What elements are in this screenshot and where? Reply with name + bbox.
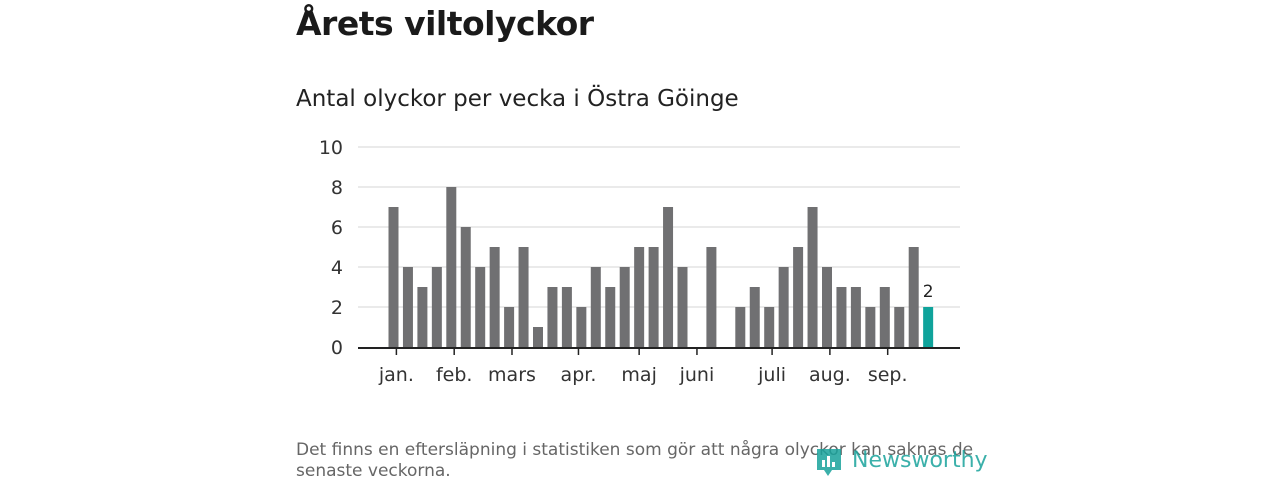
x-tick-label: maj [621, 364, 656, 386]
newsworthy-logo-icon [817, 449, 841, 476]
bar [778, 267, 789, 347]
x-tick-label: juli [757, 364, 786, 386]
y-tick-label: 10 [319, 137, 343, 159]
bar [836, 287, 847, 347]
bar [518, 247, 529, 347]
x-tick-label: juni [679, 364, 715, 386]
bar [822, 267, 832, 347]
bar [431, 267, 442, 347]
x-tick-label: aug. [809, 364, 851, 386]
bar [388, 207, 399, 347]
x-tick-label: jan. [378, 364, 414, 386]
bar [504, 307, 515, 347]
bar [749, 287, 760, 347]
footnote: Det finns en eftersläpning i statistiken… [296, 440, 974, 481]
bar [547, 287, 558, 347]
y-tick-label: 4 [331, 257, 343, 279]
bar-data-label: 2 [923, 282, 934, 302]
bar [807, 207, 818, 347]
bar [475, 267, 486, 347]
chart-subtitle: Antal olyckor per vecka i Östra Göinge [296, 86, 739, 112]
bar-highlight [923, 307, 934, 347]
x-tick-label: apr. [561, 364, 597, 386]
bar [489, 247, 500, 347]
newsworthy-logo-text: Newsworthy [852, 448, 988, 473]
bar [446, 187, 457, 347]
bar [590, 267, 601, 347]
bar [605, 287, 616, 347]
bar [634, 247, 645, 347]
bar [663, 207, 674, 347]
bar [735, 307, 746, 347]
bar [894, 307, 905, 347]
bar [706, 247, 717, 347]
y-tick-label: 6 [331, 217, 343, 239]
y-tick-label: 2 [331, 297, 343, 319]
x-tick-label: mars [488, 364, 536, 386]
bar [460, 227, 471, 347]
bar [619, 267, 630, 347]
y-tick-label: 8 [331, 177, 343, 199]
bar [865, 307, 876, 347]
y-tick-label: 0 [331, 337, 343, 359]
bar [648, 247, 659, 347]
bar [793, 247, 804, 347]
x-tick-label: feb. [436, 364, 472, 386]
bar [417, 287, 428, 347]
bar [850, 287, 861, 347]
x-tick-label: sep. [868, 364, 908, 386]
chart-title: Årets viltolyckor [296, 4, 594, 43]
bar [764, 307, 775, 347]
bar [879, 287, 890, 347]
bar [561, 287, 572, 347]
bar [677, 267, 688, 347]
bar [402, 267, 413, 347]
newsworthy-logo: Newsworthy [814, 446, 994, 480]
bar [576, 307, 587, 347]
bar-chart: 0 2 4 6 8 10 2 jan. feb. mars apr. maj juni juli aug. s… [319, 137, 960, 386]
bar [533, 327, 543, 347]
bar [908, 247, 919, 347]
